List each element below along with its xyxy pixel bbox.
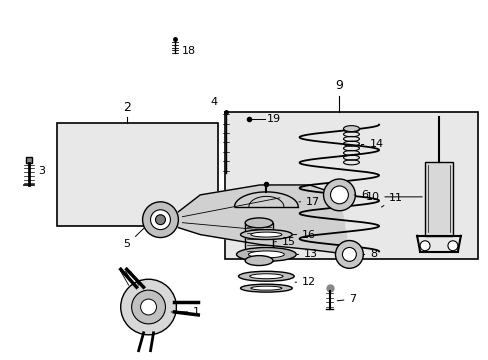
Text: 17: 17 bbox=[298, 197, 320, 207]
Circle shape bbox=[419, 241, 429, 251]
Bar bbox=[57, 123, 217, 226]
Text: 2: 2 bbox=[122, 101, 130, 114]
Polygon shape bbox=[178, 185, 349, 255]
Circle shape bbox=[131, 290, 165, 324]
Text: 4: 4 bbox=[210, 97, 217, 107]
Circle shape bbox=[141, 299, 156, 315]
Circle shape bbox=[142, 202, 178, 238]
Text: 9: 9 bbox=[335, 80, 343, 93]
Ellipse shape bbox=[249, 274, 283, 279]
Text: 6: 6 bbox=[353, 190, 367, 200]
Text: 18: 18 bbox=[181, 46, 195, 56]
Text: 3: 3 bbox=[38, 166, 45, 176]
Circle shape bbox=[335, 240, 363, 268]
Text: 7: 7 bbox=[337, 294, 356, 304]
Ellipse shape bbox=[244, 218, 272, 228]
Ellipse shape bbox=[240, 230, 292, 239]
Bar bbox=[244, 223, 272, 261]
Ellipse shape bbox=[343, 126, 359, 131]
Ellipse shape bbox=[236, 247, 296, 261]
Ellipse shape bbox=[244, 256, 272, 266]
Text: 15: 15 bbox=[274, 237, 295, 247]
Circle shape bbox=[447, 241, 457, 251]
Circle shape bbox=[150, 210, 170, 230]
Ellipse shape bbox=[248, 251, 284, 258]
Circle shape bbox=[330, 186, 347, 204]
Text: 13: 13 bbox=[296, 249, 318, 260]
Bar bbox=[224, 112, 477, 258]
Bar bbox=[424, 162, 452, 236]
Text: 16: 16 bbox=[292, 230, 316, 239]
Ellipse shape bbox=[238, 271, 294, 281]
Circle shape bbox=[323, 179, 355, 211]
Text: 1: 1 bbox=[171, 307, 200, 317]
Ellipse shape bbox=[250, 232, 281, 237]
Ellipse shape bbox=[240, 284, 292, 292]
Text: 14: 14 bbox=[361, 139, 383, 149]
Text: 19: 19 bbox=[267, 114, 281, 124]
Text: 5: 5 bbox=[123, 228, 144, 249]
Circle shape bbox=[121, 279, 176, 335]
Text: 10: 10 bbox=[365, 192, 422, 202]
Polygon shape bbox=[234, 192, 298, 207]
Text: 12: 12 bbox=[294, 277, 316, 287]
Text: 8: 8 bbox=[363, 249, 377, 260]
Ellipse shape bbox=[250, 286, 281, 290]
Circle shape bbox=[155, 215, 165, 225]
Text: 11: 11 bbox=[381, 193, 402, 207]
Circle shape bbox=[342, 247, 356, 261]
